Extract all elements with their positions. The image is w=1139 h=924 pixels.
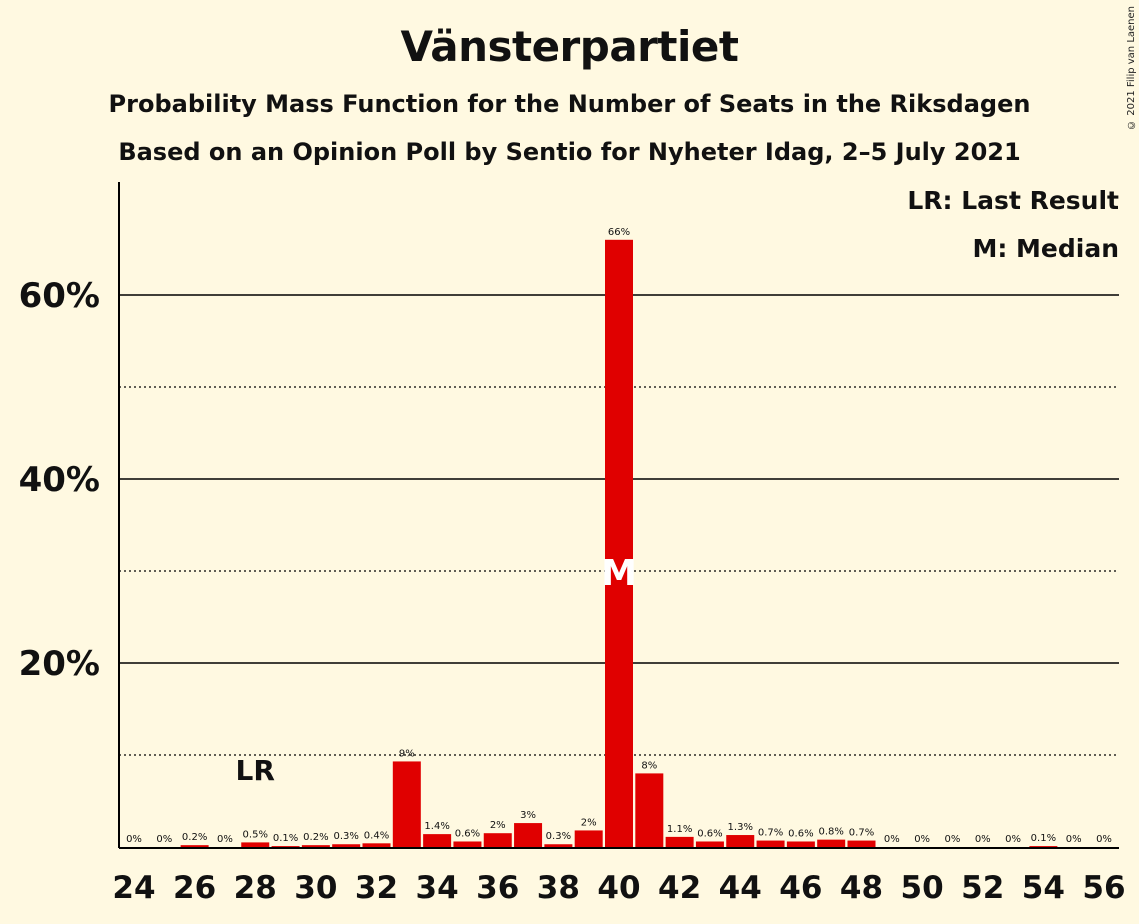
x-tick-label: 46: [779, 870, 822, 906]
data-label-seat-36: 2%: [490, 820, 506, 831]
chart-title: Vänsterpartiet: [400, 22, 739, 71]
bar-seat-34: [423, 834, 452, 847]
median-marker: M: [601, 553, 637, 594]
x-tick-label: 54: [1022, 870, 1065, 906]
data-label-seat-26: 0.2%: [182, 832, 207, 843]
x-tick-label: 32: [355, 870, 398, 906]
bar-seat-42: [665, 836, 694, 847]
bar-seat-43: [695, 841, 724, 847]
bar-seat-40: [605, 239, 633, 848]
x-tick-label: 40: [597, 870, 640, 906]
data-label-seat-31: 0.3%: [333, 831, 358, 842]
data-label-seat-41: 8%: [641, 760, 657, 771]
y-tick-label: 40%: [19, 460, 100, 500]
data-label-seat-29: 0.1%: [273, 833, 298, 844]
x-tick-label: 44: [719, 870, 762, 906]
bar-seat-38: [544, 844, 573, 847]
bar-seat-28: [241, 842, 270, 847]
x-tick-label: 30: [294, 870, 337, 906]
x-tick-label: 48: [840, 870, 883, 906]
chart-subtitle-1: Probability Mass Function for the Number…: [108, 90, 1031, 118]
bar-seat-47: [817, 839, 846, 847]
y-tick-label: 20%: [19, 644, 100, 684]
bar-seat-48: [847, 840, 876, 847]
bar-seat-32: [362, 843, 391, 847]
bar-seat-54: [1029, 846, 1058, 847]
x-tick-label: 34: [416, 870, 459, 906]
x-tick-label: 56: [1082, 870, 1125, 906]
data-label-seat-56: 0%: [1096, 834, 1112, 845]
data-label-seat-40: 66%: [608, 227, 630, 238]
data-label-seat-27: 0%: [217, 834, 233, 845]
bar-seat-35: [453, 841, 482, 847]
x-tick-label: 50: [901, 870, 944, 906]
x-tick-label: 52: [961, 870, 1004, 906]
x-tick-label: 26: [173, 870, 216, 906]
x-tick-label: 36: [476, 870, 519, 906]
data-label-seat-38: 0.3%: [546, 831, 571, 842]
data-label-seat-39: 2%: [581, 817, 597, 828]
bar-seat-39: [574, 830, 603, 847]
data-label-seat-37: 3%: [520, 810, 536, 821]
last-result-marker: LR: [236, 754, 275, 787]
data-label-seat-46: 0.6%: [788, 828, 813, 839]
data-label-seat-54: 0.1%: [1031, 833, 1056, 844]
data-label-seat-49: 0%: [884, 834, 900, 845]
data-label-seat-45: 0.7%: [758, 828, 783, 839]
chart-subtitle-2: Based on an Opinion Poll by Sentio for N…: [118, 138, 1021, 166]
x-tick-label: 28: [234, 870, 277, 906]
data-label-seat-55: 0%: [1066, 834, 1082, 845]
y-tick-label: 60%: [19, 276, 100, 316]
bar-seat-36: [483, 833, 512, 847]
data-label-seat-28: 0.5%: [243, 829, 268, 840]
bar-seat-46: [786, 841, 815, 847]
data-label-seat-51: 0%: [945, 834, 961, 845]
bar-seat-31: [332, 844, 361, 847]
data-label-seat-53: 0%: [1005, 834, 1021, 845]
bar-seat-45: [756, 840, 785, 847]
data-label-seat-50: 0%: [914, 834, 930, 845]
data-label-seat-52: 0%: [975, 834, 991, 845]
x-tick-label: 24: [112, 870, 155, 906]
bar-seat-30: [301, 845, 330, 847]
data-label-seat-42: 1.1%: [667, 824, 692, 835]
data-label-seat-30: 0.2%: [303, 832, 328, 843]
bar-seat-26: [180, 845, 209, 847]
data-label-seat-34: 1.4%: [424, 821, 449, 832]
bar-seat-44: [726, 835, 755, 847]
legend-last-result: LR: Last Result: [907, 186, 1119, 215]
data-label-seat-32: 0.4%: [364, 830, 389, 841]
bar-seat-41: [635, 773, 664, 847]
bar-seat-33: [392, 761, 421, 847]
data-label-seat-24: 0%: [126, 834, 142, 845]
legend-median: M: Median: [972, 234, 1119, 263]
data-label-seat-48: 0.7%: [849, 828, 874, 839]
bar-seat-29: [271, 846, 300, 847]
data-label-seat-43: 0.6%: [697, 828, 722, 839]
x-tick-label: 38: [537, 870, 580, 906]
data-label-seat-47: 0.8%: [818, 827, 843, 838]
bar-seat-37: [514, 823, 543, 847]
data-label-seat-35: 0.6%: [455, 828, 480, 839]
data-label-seat-33: 9%: [399, 748, 415, 759]
data-label-seat-44: 1.3%: [728, 822, 753, 833]
x-tick-label: 42: [658, 870, 701, 906]
data-label-seat-25: 0%: [156, 834, 172, 845]
